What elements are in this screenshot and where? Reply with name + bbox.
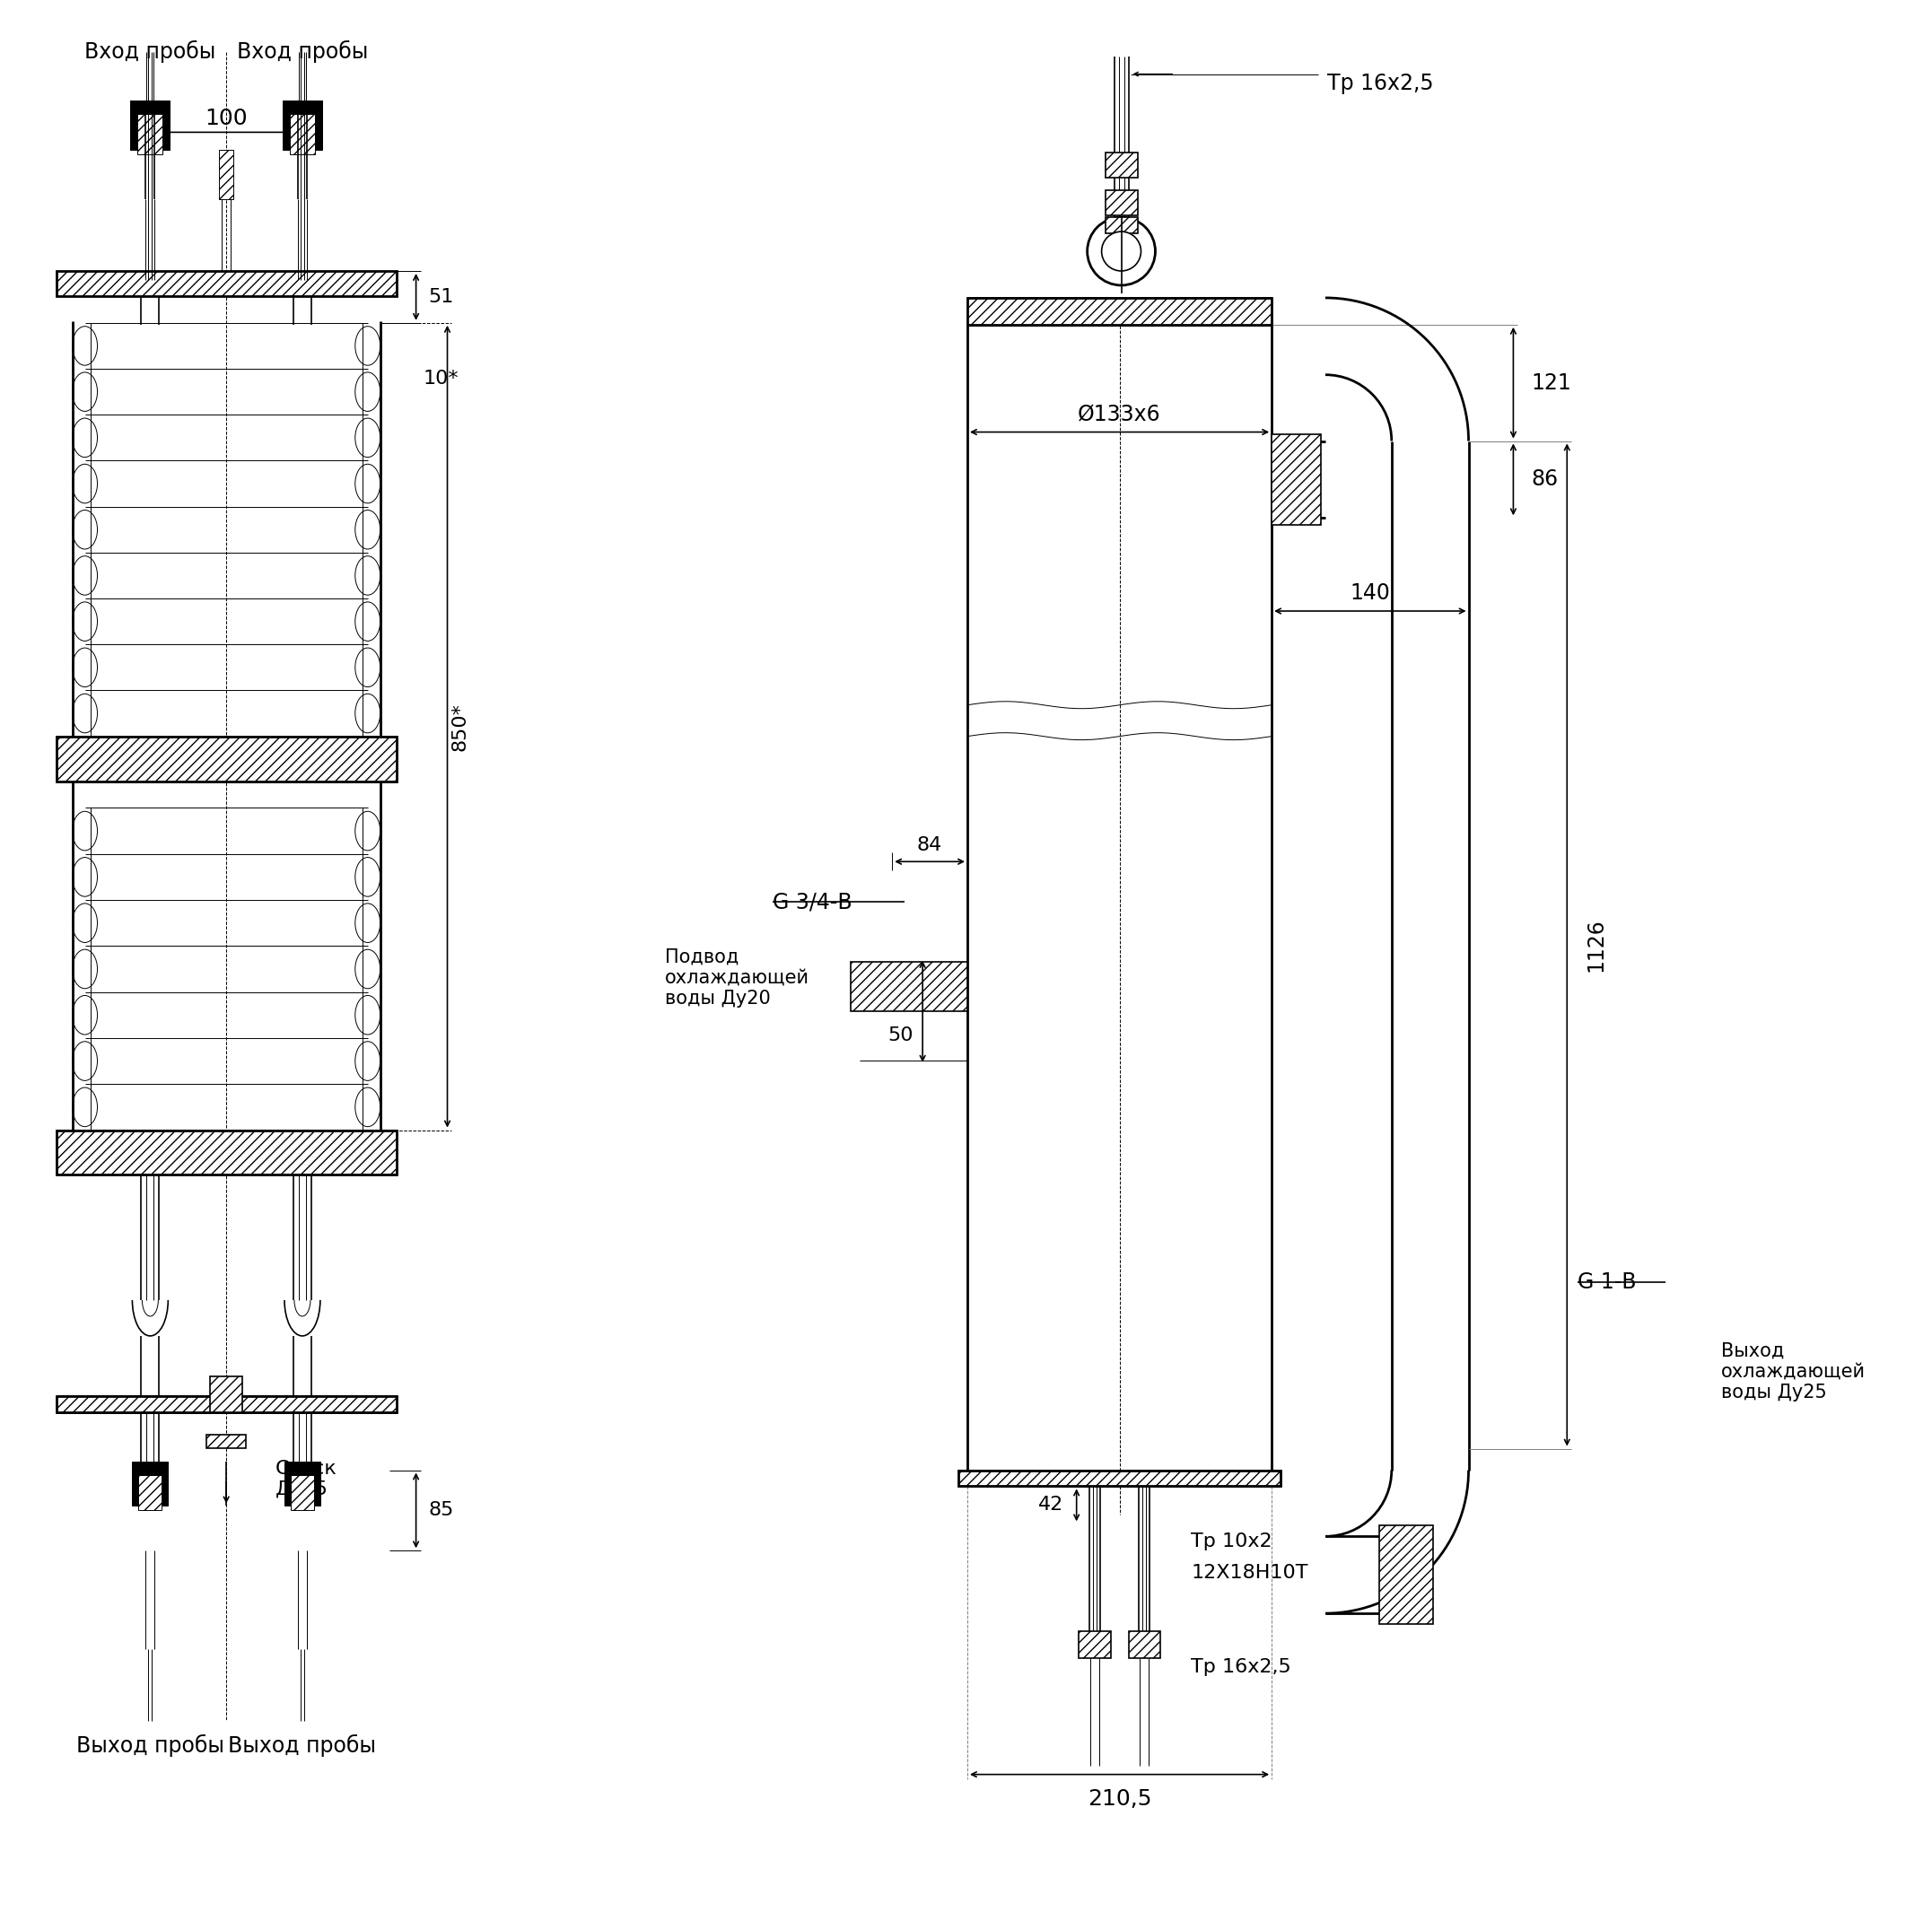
Text: 51: 51 [429,288,454,305]
Circle shape [1101,232,1142,271]
Text: 10*: 10* [423,369,458,388]
Bar [218,150,234,200]
Bar [290,115,315,154]
Bar [850,962,968,1010]
Text: 86: 86 [1532,469,1559,490]
Bar [56,1397,396,1412]
Text: Спуск
Ду15: Спуск Ду15 [276,1460,338,1498]
Bar [968,298,1271,325]
Bar [56,1130,396,1176]
Text: 100: 100 [205,108,247,129]
Text: Ø133х6: Ø133х6 [1078,403,1161,425]
Text: 85: 85 [429,1502,454,1520]
Text: Выход
охлаждающей
воды Ду25: Выход охлаждающей воды Ду25 [1721,1343,1866,1402]
Bar [56,271,396,296]
Text: Вход пробы: Вход пробы [236,40,367,63]
Bar [207,1435,245,1448]
Circle shape [1088,217,1155,286]
Text: 12Х18Н10Т: 12Х18Н10Т [1192,1564,1308,1583]
Bar [1105,217,1138,232]
Text: 1126: 1126 [1584,918,1605,972]
Text: 50: 50 [889,1026,914,1045]
Bar [56,736,396,782]
Bar [290,1475,315,1510]
Text: Подвод
охлаждающей
воды Ду20: Подвод охлаждающей воды Ду20 [665,949,810,1009]
Bar [211,1375,242,1412]
Text: 84: 84 [918,836,943,855]
Text: Вход пробы: Вход пробы [85,40,216,63]
Text: Выход пробы: Выход пробы [228,1735,377,1756]
Text: Тр 10х2: Тр 10х2 [1192,1533,1273,1550]
Text: Выход пробы: Выход пробы [75,1735,224,1756]
Bar [137,115,162,154]
Bar [1105,154,1138,179]
Bar [131,102,170,150]
Text: G 3/4-В: G 3/4-В [773,891,852,912]
Bar [1271,434,1321,524]
Text: 140: 140 [1350,582,1391,603]
Bar [139,1475,162,1510]
Text: 850*: 850* [450,703,469,751]
Bar [958,1470,1281,1487]
Bar [1078,1631,1111,1658]
Text: 210,5: 210,5 [1088,1788,1151,1810]
Bar [1105,190,1138,215]
Text: G 1-В: G 1-В [1578,1272,1636,1293]
Bar [284,1462,321,1506]
Text: Тр 16х2,5: Тр 16х2,5 [1327,73,1434,94]
Text: 121: 121 [1532,373,1571,394]
Bar [131,1462,168,1506]
Bar [282,102,323,150]
Text: 42: 42 [1037,1496,1063,1514]
Text: Тр 16х2,5: Тр 16х2,5 [1192,1658,1291,1675]
Bar [1379,1525,1434,1623]
Bar [1128,1631,1161,1658]
